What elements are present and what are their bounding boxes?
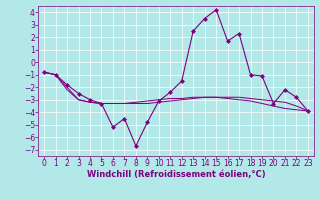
X-axis label: Windchill (Refroidissement éolien,°C): Windchill (Refroidissement éolien,°C) xyxy=(87,170,265,179)
